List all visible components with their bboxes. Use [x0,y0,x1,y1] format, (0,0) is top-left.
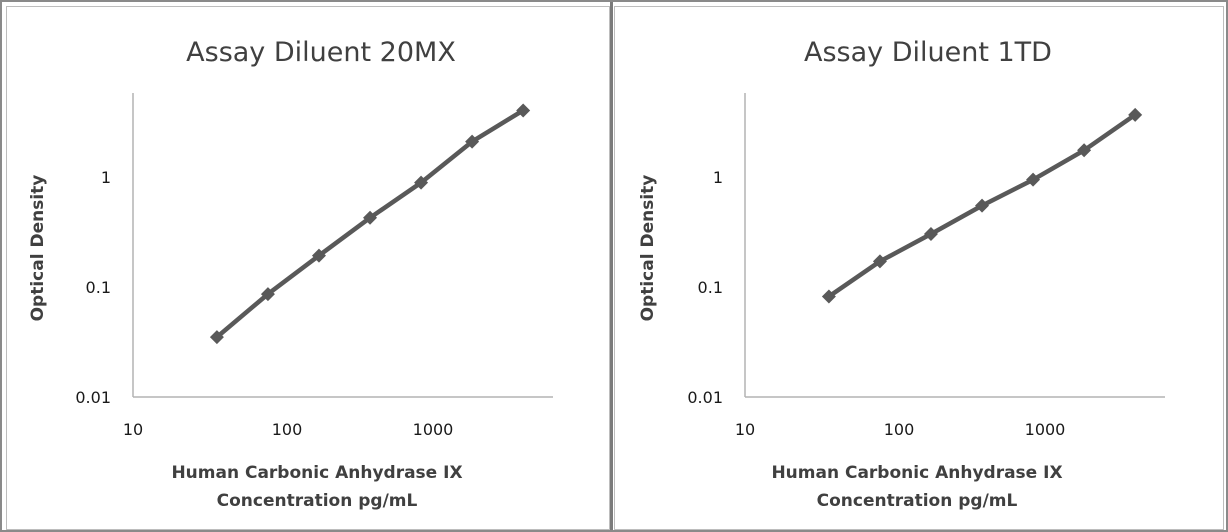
x-axis-title-line2: Concentration pg/mL [817,491,1018,511]
data-point-marker [414,175,429,190]
data-point-marker [516,103,531,118]
data-point-marker [923,226,938,241]
chart-svg-left: Assay Diluent 20MX 0.01 0.1 1 10 100 100… [28,37,553,511]
panel-divider [610,2,613,530]
x-axis-title-line1: Human Carbonic Anhydrase IX [771,463,1062,483]
y-tick-label: 0.1 [86,278,111,297]
data-point-marker [311,248,326,263]
y-tick-label: 0.01 [687,388,723,407]
y-tick-label: 1 [713,168,723,187]
chart-svg-right: Assay Diluent 1TD 0.01 0.1 1 10 100 1000… [638,37,1165,511]
data-point-marker [1026,172,1041,187]
x-tick-label: 10 [123,420,143,439]
y-tick-label: 1 [101,168,111,187]
x-axis-title-line1: Human Carbonic Anhydrase IX [171,463,462,483]
x-tick-label: 1000 [1025,420,1066,439]
data-point-marker [1128,107,1143,122]
plot-area [821,107,1143,304]
chart-title: Assay Diluent 20MX [186,37,456,68]
x-axis-title-line2: Concentration pg/mL [217,491,418,511]
y-tick-label: 0.01 [75,388,111,407]
chart-title: Assay Diluent 1TD [804,37,1052,68]
chart-panel-right: Assay Diluent 1TD 0.01 0.1 1 10 100 1000… [614,6,1224,530]
data-point-marker [975,198,990,213]
y-axis-title: Optical Density [28,175,48,322]
data-point-marker [363,210,378,225]
chart-panel-left: Assay Diluent 20MX 0.01 0.1 1 10 100 100… [6,6,610,530]
data-point-marker [465,134,480,149]
data-point-marker [872,254,887,269]
data-point-marker [1077,143,1092,158]
y-axis-title: Optical Density [638,175,658,322]
x-tick-label: 10 [735,420,755,439]
data-point-marker [209,330,224,345]
x-tick-label: 100 [884,420,915,439]
y-tick-label: 0.1 [698,278,723,297]
data-point-marker [821,289,836,304]
data-point-marker [260,287,275,302]
x-tick-label: 100 [272,420,303,439]
x-tick-label: 1000 [413,420,454,439]
plot-area [209,103,531,345]
